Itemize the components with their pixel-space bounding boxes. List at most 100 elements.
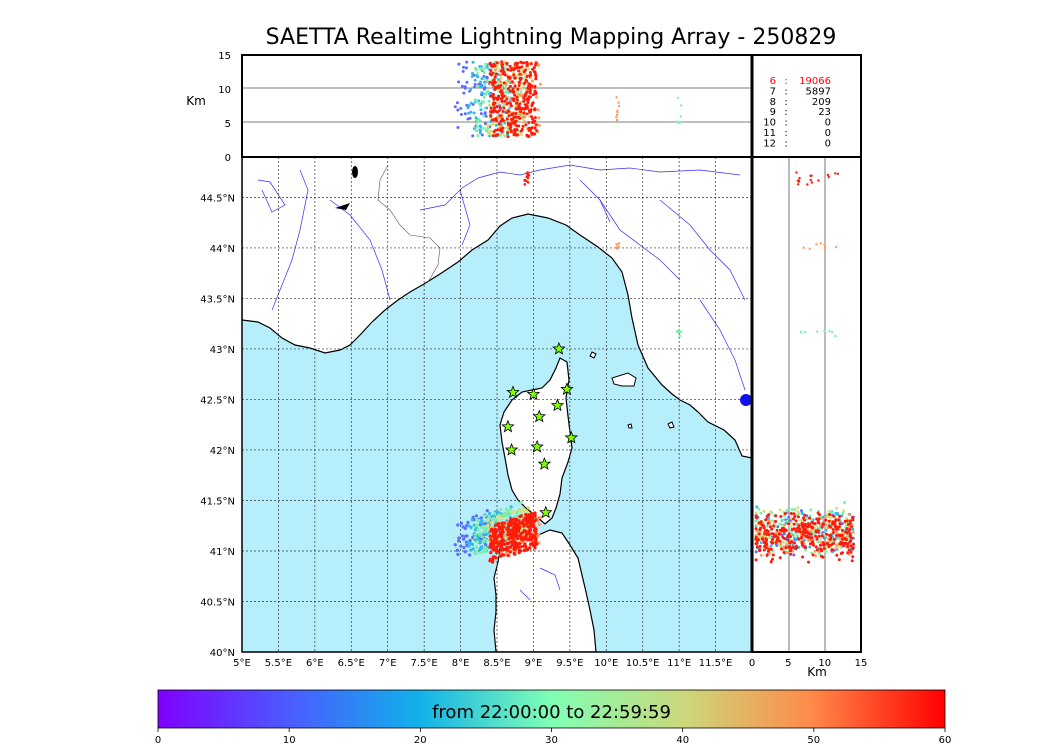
top-strike-point (482, 77, 486, 81)
top-strike-point (491, 83, 495, 87)
side-strike-point (787, 515, 791, 519)
count-station-number: 9 (770, 107, 776, 118)
side-strike-point (823, 243, 826, 246)
strike-point (471, 535, 475, 540)
side-strike-point (839, 533, 843, 537)
strike-point (531, 523, 536, 527)
map-strikes (453, 171, 683, 564)
count-value: 19066 (799, 76, 831, 87)
side-strike-point (787, 522, 791, 526)
elba-island (611, 372, 637, 387)
side-strike-point (762, 509, 766, 513)
side-strike-point (755, 505, 759, 509)
top-strike-point (479, 108, 483, 112)
strike-point (468, 553, 472, 557)
top-strike-point (501, 110, 505, 113)
side-strike-point (786, 534, 790, 538)
top-strike-point (525, 112, 528, 115)
side-strike-point (765, 553, 769, 557)
side-strike-point (794, 519, 798, 523)
top-strike-point (499, 84, 503, 87)
top-strike-point (537, 116, 541, 120)
side-x-tick: 5 (785, 658, 791, 669)
strike-point (525, 520, 530, 524)
top-strike-point (526, 86, 530, 90)
strike-point (502, 547, 506, 552)
strike-point (533, 514, 537, 519)
side-strike-point (769, 547, 773, 551)
side-strike-point (803, 513, 807, 517)
strike-point (470, 542, 475, 547)
top-strike-point (467, 111, 471, 115)
side-strike-point (769, 510, 772, 514)
side-strike-point (793, 515, 797, 519)
side-strike-point (841, 537, 844, 541)
top-strike-point (505, 102, 509, 106)
count-station-number: 7 (770, 86, 776, 97)
strike-point (473, 528, 477, 532)
top-strike-point (475, 119, 479, 123)
side-strike-point (793, 541, 796, 545)
side-strike-point (829, 543, 833, 547)
strike-point (518, 549, 522, 553)
strike-point (525, 523, 529, 527)
strike-point (528, 546, 532, 550)
side-strike-point (771, 557, 774, 561)
top-strike-point (482, 71, 486, 74)
side-strike-point (768, 536, 771, 540)
side-strike-point (798, 176, 801, 180)
lon-tick-label: 6.5°E (338, 658, 365, 669)
lake-icon (352, 166, 358, 178)
side-strike-point (782, 545, 786, 549)
side-strike-point (789, 549, 792, 553)
strike-point (533, 511, 537, 516)
top-strike-point (524, 79, 528, 83)
strike-point (497, 513, 501, 517)
top-strike-point (494, 123, 498, 127)
top-strike-point (528, 74, 532, 78)
top-strike-point (509, 129, 513, 133)
side-strike-point (794, 537, 798, 541)
strike-point (506, 553, 510, 558)
chart-title: SAETTA Realtime Lightning Mapping Array … (265, 25, 837, 50)
top-strike-point (469, 88, 473, 92)
side-strike-point (807, 560, 810, 564)
strike-point (457, 539, 461, 543)
top-strike-point (493, 85, 497, 89)
top-strike-point (677, 121, 681, 125)
side-strike-point (775, 528, 779, 532)
top-strike-point (531, 117, 535, 121)
strike-point (494, 536, 498, 540)
top-strike-point (512, 73, 516, 77)
top-strike-point (497, 122, 501, 126)
side-strike-point (788, 524, 792, 528)
top-strike-point (501, 126, 505, 130)
strike-point (499, 544, 503, 549)
count-station-number: 6 (770, 76, 776, 87)
side-strike-point (778, 556, 782, 560)
side-strike-point (778, 528, 782, 532)
strike-point (512, 547, 516, 551)
top-strike-point (515, 106, 519, 110)
side-strike-point (800, 535, 804, 539)
strike-point (491, 558, 495, 562)
top-strike-point (534, 92, 538, 96)
strike-point (529, 517, 533, 521)
lat-tick-label: 43°N (210, 345, 235, 356)
top-altitude-panel (242, 55, 752, 157)
side-strike-point (814, 554, 818, 558)
top-strike-point (518, 76, 522, 80)
top-strike-point (615, 118, 619, 122)
station-star (504, 442, 519, 456)
side-strike-point (781, 518, 785, 522)
top-strike-point (489, 69, 493, 73)
side-strike-point (799, 330, 803, 333)
side-strike-point (832, 542, 836, 545)
side-strike-point (801, 555, 805, 559)
side-strike-point (844, 516, 848, 520)
side-strike-point (783, 523, 787, 527)
strike-point (534, 540, 538, 544)
side-strike-point (816, 540, 820, 544)
side-strike-point (817, 534, 821, 538)
top-strike-point (483, 92, 487, 96)
